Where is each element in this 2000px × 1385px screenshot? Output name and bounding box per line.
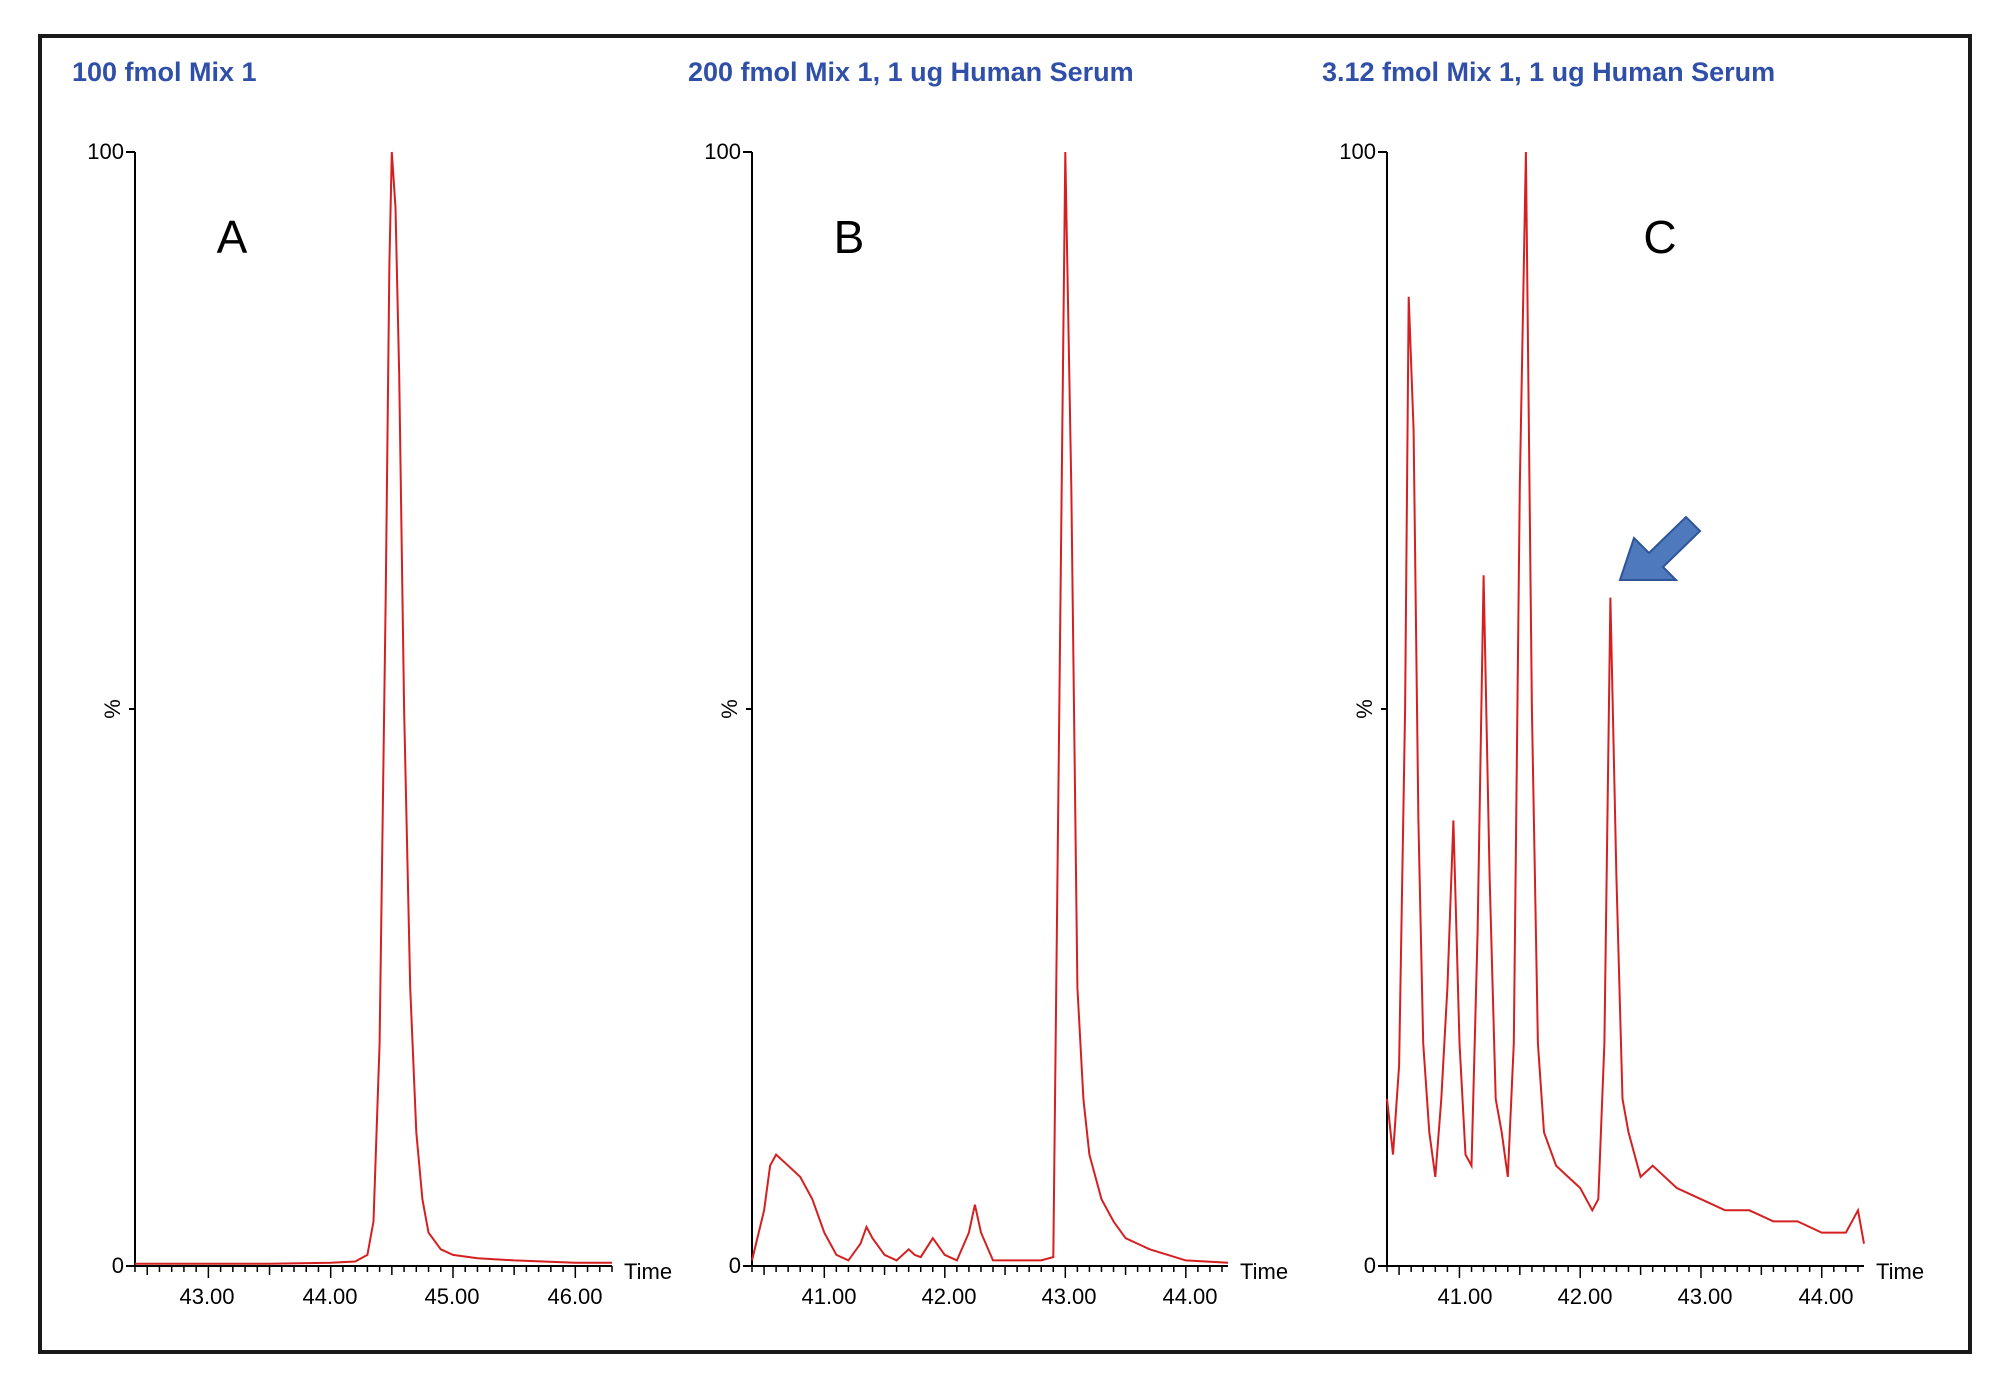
panel-a-ylabel: % [100,699,125,719]
panel-c-ytick-0: 0 [1364,1253,1376,1278]
panel-c-xtick-44: 44.00 [1798,1284,1853,1309]
panel-a-letter: A [217,211,248,263]
panel-b-xtick-44: 44.00 [1162,1284,1217,1309]
panel-a-title: 100 fmol Mix 1 [72,57,257,87]
panel-c-callout-arrow [1618,515,1702,581]
panel-c-xlabel: Time [1876,1259,1924,1284]
panel-a-xlabel: Time [624,1259,672,1284]
panel-b-letter: B [834,211,865,263]
panel-b-xtick-42: 42.00 [921,1284,976,1309]
panel-b-trace-line [751,151,1229,1264]
panel-c-xtick-43: 43.00 [1677,1284,1732,1309]
panel-b-xlabel: Time [1240,1259,1288,1284]
panel-a-xtick-46: 46.00 [547,1284,602,1309]
panel-a-xtick-45: 45.00 [424,1284,479,1309]
panel-a-ytick-100: 100 [87,139,124,164]
panel-b: 200 fmol Mix 1, 1 ug Human Serum B 100 0… [688,57,1288,1309]
panel-c-title: 3.12 fmol Mix 1, 1 ug Human Serum [1322,57,1775,87]
panel-a-trace-line [135,151,612,1265]
panel-a-minor-ticks [134,1266,613,1278]
panel-c-minor-ticks [1386,1266,1859,1278]
panel-c-ytick-100: 100 [1339,139,1376,164]
panel-a-xtick-44: 44.00 [302,1284,357,1309]
panel-c-xtick-41: 41.00 [1437,1284,1492,1309]
figure-frame [38,34,1972,1354]
panel-c-ylabel: % [1352,699,1377,719]
panel-c-axes [1378,151,1864,1267]
panel-c-trace-line [1386,151,1865,1244]
panel-b-ytick-0: 0 [729,1253,741,1278]
panel-a-ytick-0: 0 [112,1253,124,1278]
panel-c-letter: C [1643,211,1676,263]
panel-a-axes [126,151,612,1267]
panel-a: 100 fmol Mix 1 A 100 0 % Time 43.00 44.0… [72,57,672,1309]
panel-b-xtick-41: 41.00 [801,1284,856,1309]
panel-c-xtick-42: 42.00 [1557,1284,1612,1309]
panel-b-minor-ticks [751,1266,1223,1278]
panel-b-ylabel: % [717,699,742,719]
panel-a-xtick-43: 43.00 [179,1284,234,1309]
panel-b-ytick-100: 100 [704,139,741,164]
panel-b-xtick-43: 43.00 [1041,1284,1096,1309]
panel-c: 3.12 fmol Mix 1, 1 ug Human Serum C 100 … [1322,57,1924,1309]
panel-b-axes [743,151,1228,1267]
panel-b-title: 200 fmol Mix 1, 1 ug Human Serum [688,57,1134,87]
